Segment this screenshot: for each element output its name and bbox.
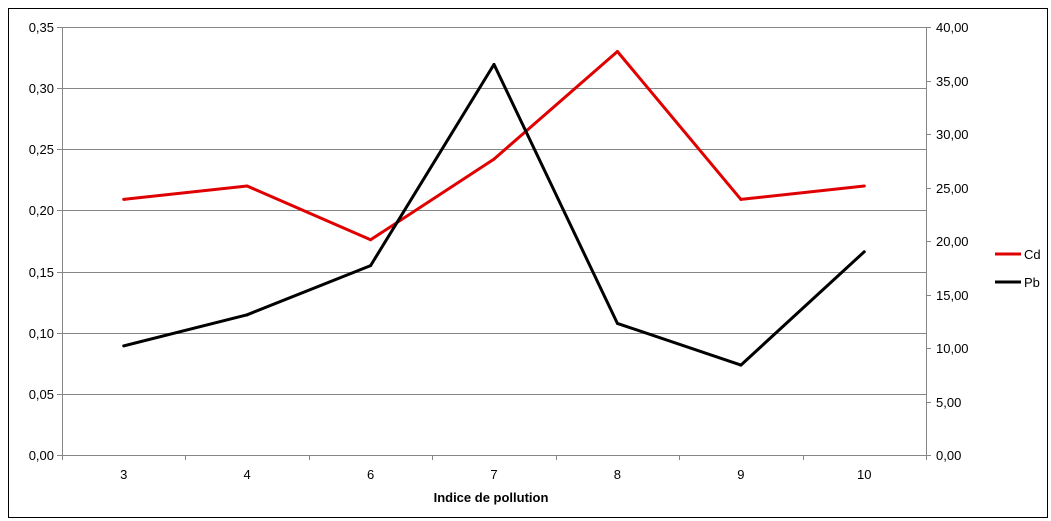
data-point-pb (492, 62, 496, 66)
data-point-cd (492, 157, 496, 161)
data-point-pb (369, 264, 373, 268)
left-tick-label: 0,25 (29, 142, 54, 157)
series (122, 49, 866, 367)
right-tick-label: 30,00 (936, 127, 969, 142)
data-point-cd (739, 197, 743, 201)
x-tick-label: 4 (244, 467, 251, 482)
right-tick-label: 10,00 (936, 341, 969, 356)
left-tick-label: 0,05 (29, 387, 54, 402)
gridlines (62, 27, 926, 395)
data-point-pb (122, 344, 126, 348)
legend: Cd Pb (995, 247, 1041, 290)
chart-frame (8, 8, 1048, 518)
data-point-pb (245, 313, 249, 317)
x-axis-title: Indice de pollution (434, 490, 549, 505)
x-tick-label: 3 (120, 467, 127, 482)
left-tick-label: 0,30 (29, 81, 54, 96)
data-point-pb (862, 250, 866, 254)
x-tick-label: 6 (367, 467, 374, 482)
data-point-cd (245, 184, 249, 188)
series-line-cd (123, 50, 865, 242)
right-tick-label: 25,00 (936, 181, 969, 196)
left-tick-label: 0,00 (29, 448, 54, 463)
data-point-pb (615, 321, 619, 325)
right-tick-label: 35,00 (936, 74, 969, 89)
data-point-pb (739, 363, 743, 367)
data-point-cd (369, 238, 373, 242)
right-tick-label: 5,00 (936, 395, 961, 410)
right-tick-label: 20,00 (936, 234, 969, 249)
legend-label-pb: Pb (1024, 275, 1040, 290)
left-tick-label: 0,20 (29, 203, 54, 218)
data-point-cd (122, 197, 126, 201)
right-tick-label: 0,00 (936, 448, 961, 463)
right-tick-label: 15,00 (936, 288, 969, 303)
data-point-cd (862, 184, 866, 188)
data-point-cd (615, 49, 619, 53)
x-tick-label: 10 (857, 467, 871, 482)
left-tick-label: 0,10 (29, 326, 54, 341)
x-tick-label: 9 (737, 467, 744, 482)
x-tick-label: 8 (614, 467, 621, 482)
legend-label-cd: Cd (1024, 247, 1041, 262)
x-tick-label: 7 (490, 467, 497, 482)
axes: 0,00 0,05 0,10 0,15 0,20 0,25 0,30 0,35 0,00 5,00… (29, 20, 969, 482)
right-tick-label: 40,00 (936, 20, 969, 35)
left-tick-label: 0,15 (29, 265, 54, 280)
series-line-pb (123, 62, 866, 367)
left-tick-label: 0,35 (29, 20, 54, 35)
